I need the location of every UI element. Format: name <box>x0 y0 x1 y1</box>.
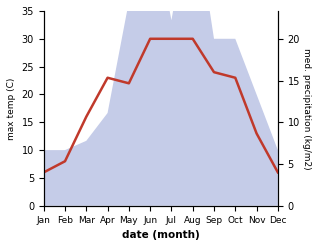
X-axis label: date (month): date (month) <box>122 230 200 240</box>
Y-axis label: max temp (C): max temp (C) <box>7 77 16 140</box>
Y-axis label: med. precipitation (kg/m2): med. precipitation (kg/m2) <box>302 48 311 169</box>
